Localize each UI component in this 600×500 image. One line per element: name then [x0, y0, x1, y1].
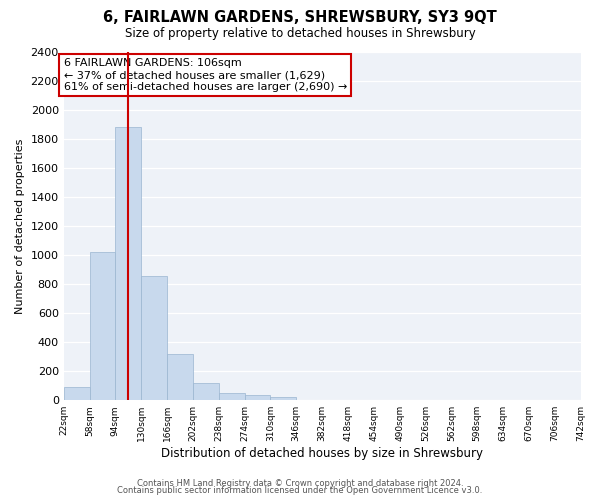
Bar — [115, 127, 141, 400]
Bar — [167, 354, 193, 400]
Text: Contains public sector information licensed under the Open Government Licence v3: Contains public sector information licen… — [118, 486, 482, 495]
Bar — [64, 387, 89, 400]
X-axis label: Distribution of detached houses by size in Shrewsbury: Distribution of detached houses by size … — [161, 447, 483, 460]
Bar — [141, 276, 167, 400]
Bar — [245, 395, 271, 400]
Bar — [193, 384, 219, 400]
Text: Contains HM Land Registry data © Crown copyright and database right 2024.: Contains HM Land Registry data © Crown c… — [137, 478, 463, 488]
Text: 6, FAIRLAWN GARDENS, SHREWSBURY, SY3 9QT: 6, FAIRLAWN GARDENS, SHREWSBURY, SY3 9QT — [103, 10, 497, 25]
Text: 6 FAIRLAWN GARDENS: 106sqm
← 37% of detached houses are smaller (1,629)
61% of s: 6 FAIRLAWN GARDENS: 106sqm ← 37% of deta… — [64, 58, 347, 92]
Bar — [219, 393, 245, 400]
Bar — [271, 396, 296, 400]
Text: Size of property relative to detached houses in Shrewsbury: Size of property relative to detached ho… — [125, 28, 475, 40]
Y-axis label: Number of detached properties: Number of detached properties — [15, 138, 25, 314]
Bar — [89, 252, 115, 400]
